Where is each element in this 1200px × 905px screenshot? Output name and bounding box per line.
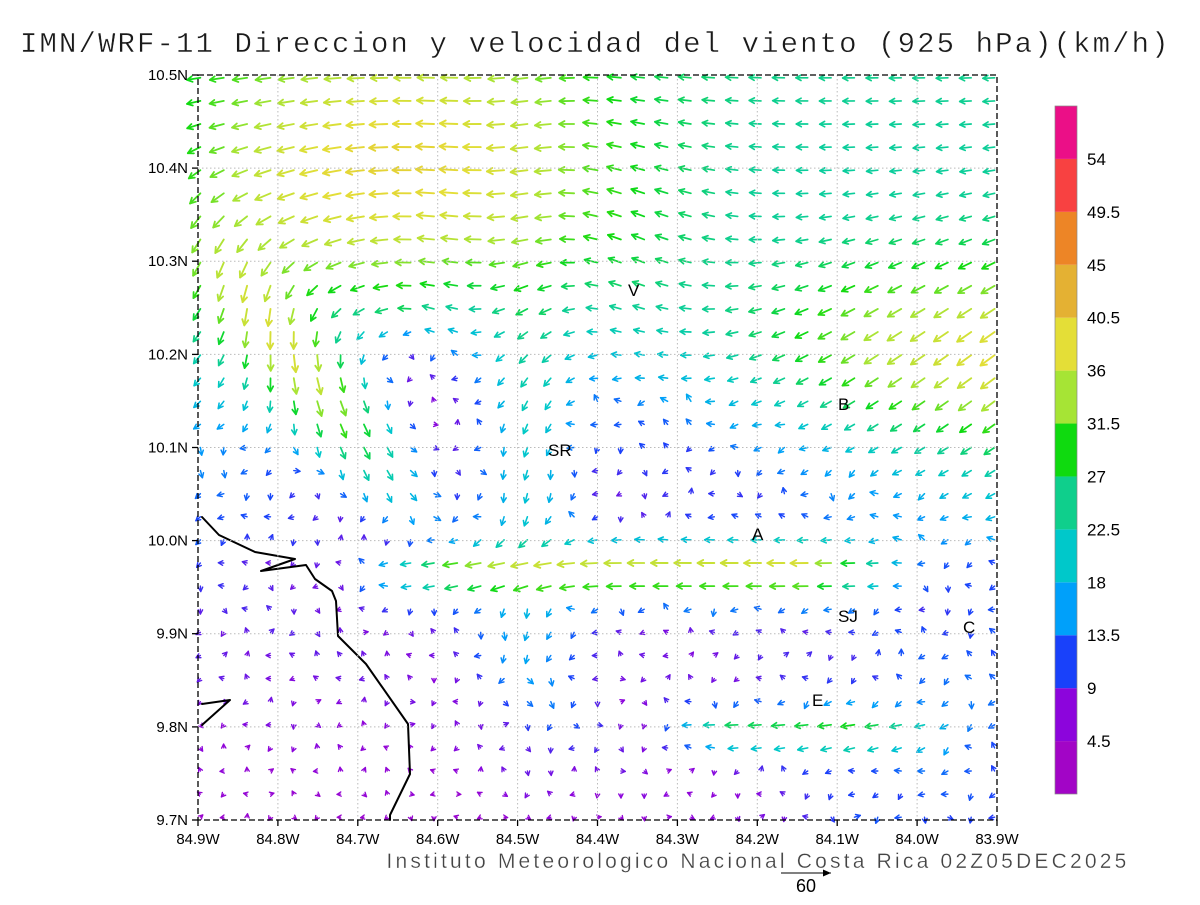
svg-text:18: 18 — [1087, 573, 1106, 592]
svg-text:84.9W: 84.9W — [176, 831, 220, 848]
svg-text:Instituto Meteorologico Naci: Instituto Meteorologico Nacional Costa R… — [386, 850, 1129, 873]
svg-text:9.7N: 9.7N — [156, 812, 188, 829]
svg-text:84.5W: 84.5W — [496, 831, 540, 848]
svg-text:B: B — [838, 395, 849, 414]
svg-text:C: C — [963, 618, 975, 637]
svg-text:10.1N: 10.1N — [148, 440, 188, 457]
svg-text:84.2W: 84.2W — [736, 831, 780, 848]
svg-text:10.3N: 10.3N — [148, 253, 188, 270]
svg-text:IMN/WRF-11 Direccion y velocid: IMN/WRF-11 Direccion y velocidad del vie… — [20, 28, 1171, 61]
svg-text:V: V — [628, 281, 640, 300]
svg-text:84.7W: 84.7W — [336, 831, 380, 848]
svg-text:10.2N: 10.2N — [148, 346, 188, 363]
svg-text:54: 54 — [1087, 150, 1106, 169]
svg-text:60: 60 — [796, 876, 816, 896]
svg-text:84.0W: 84.0W — [895, 831, 939, 848]
svg-text:84.6W: 84.6W — [416, 831, 460, 848]
svg-text:10.4N: 10.4N — [148, 160, 188, 177]
svg-text:4.5: 4.5 — [1087, 732, 1111, 751]
svg-text:45: 45 — [1087, 256, 1106, 275]
svg-text:9: 9 — [1087, 679, 1096, 698]
svg-text:SJ: SJ — [838, 607, 858, 626]
svg-text:A: A — [752, 525, 764, 544]
svg-text:84.8W: 84.8W — [256, 831, 300, 848]
svg-text:13.5: 13.5 — [1087, 626, 1120, 645]
svg-text:49.5: 49.5 — [1087, 203, 1120, 222]
svg-text:27: 27 — [1087, 467, 1106, 486]
svg-text:9.8N: 9.8N — [156, 719, 188, 736]
svg-text:10.5N: 10.5N — [148, 67, 188, 84]
svg-text:40.5: 40.5 — [1087, 309, 1120, 328]
svg-text:22.5: 22.5 — [1087, 520, 1120, 539]
svg-text:31.5: 31.5 — [1087, 415, 1120, 434]
svg-text:84.3W: 84.3W — [656, 831, 700, 848]
svg-text:83.9W: 83.9W — [975, 831, 1019, 848]
svg-text:84.1W: 84.1W — [816, 831, 860, 848]
svg-text:SR: SR — [548, 441, 572, 460]
svg-text:10.0N: 10.0N — [148, 533, 188, 550]
svg-text:84.4W: 84.4W — [576, 831, 620, 848]
svg-text:E: E — [812, 691, 823, 710]
svg-text:9.9N: 9.9N — [156, 626, 188, 643]
svg-text:36: 36 — [1087, 362, 1106, 381]
